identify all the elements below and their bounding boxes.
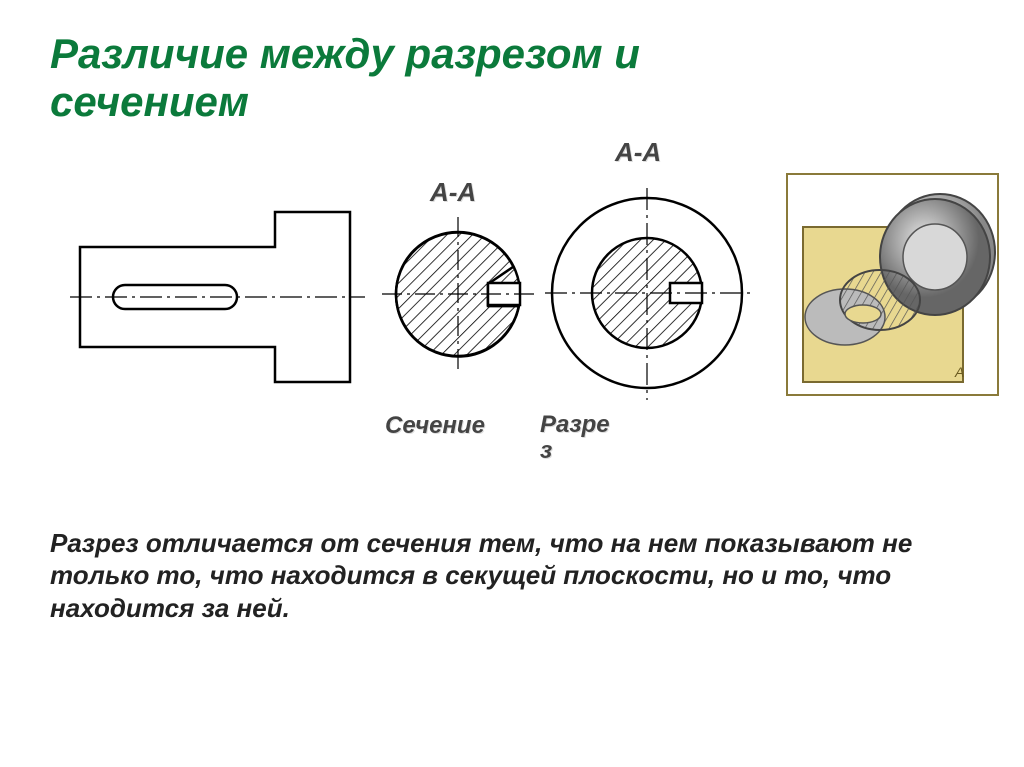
label-aa-left: А-А <box>430 177 476 208</box>
title-line-1: Различие между разрезом и <box>50 30 640 77</box>
isometric-drawing: А <box>785 172 1000 397</box>
side-view-drawing <box>70 197 365 397</box>
description-text: Разрез отличается от сечения тем, что на… <box>50 527 974 625</box>
cut-drawing <box>542 185 757 405</box>
cut-caption-l1: Разре <box>540 411 610 438</box>
section-caption: Сечение <box>385 412 485 440</box>
title-line-2: сечением <box>50 78 249 125</box>
cut-caption: Разре з <box>540 412 610 465</box>
diagram-area: А-А А-А <box>50 137 974 467</box>
section-drawing <box>380 212 540 382</box>
page-title: Различие между разрезом и сечением <box>50 30 974 127</box>
cut-caption-l2: з <box>540 437 552 464</box>
label-aa-right: А-А <box>615 137 661 168</box>
svg-text:А: А <box>954 364 964 380</box>
